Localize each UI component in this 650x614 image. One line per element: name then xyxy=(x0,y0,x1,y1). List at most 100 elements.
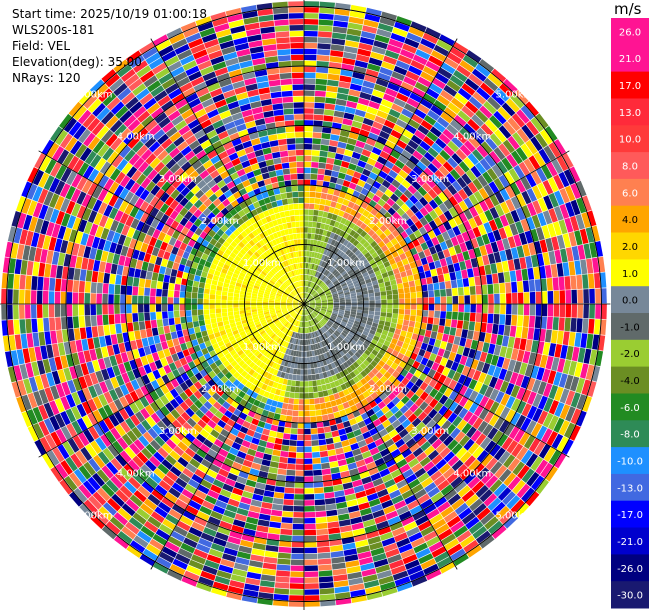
velocity-gate xyxy=(269,431,277,438)
velocity-gate xyxy=(284,493,294,499)
velocity-gate xyxy=(286,476,295,482)
velocity-gate xyxy=(523,316,529,328)
velocity-gate xyxy=(459,296,465,304)
velocity-gate xyxy=(601,288,607,303)
velocity-gate xyxy=(315,511,326,517)
velocity-gate xyxy=(429,338,436,346)
velocity-gate xyxy=(486,274,493,284)
velocity-gate xyxy=(334,15,349,22)
velocity-gate xyxy=(204,309,210,314)
velocity-gate xyxy=(457,279,463,288)
velocity-gate xyxy=(271,455,280,462)
velocity-gate xyxy=(553,317,559,330)
velocity-gate xyxy=(43,318,49,331)
velocity-gate xyxy=(282,517,293,523)
velocity-gate xyxy=(440,289,446,297)
velocity-gate xyxy=(506,304,512,314)
velocity-gate xyxy=(321,457,330,463)
velocity-gate xyxy=(61,305,67,317)
velocity-gate xyxy=(524,304,530,315)
velocity-gate xyxy=(320,199,326,205)
velocity-gate xyxy=(55,305,61,318)
velocity-gate xyxy=(512,304,518,315)
velocity-gate xyxy=(269,467,278,474)
velocity-gate xyxy=(325,103,336,110)
velocity-gate xyxy=(312,144,320,150)
velocity-gate xyxy=(145,279,151,288)
velocity-gate xyxy=(469,277,476,286)
velocity-gate xyxy=(103,325,110,336)
velocity-gate xyxy=(304,25,318,31)
velocity-gate xyxy=(156,297,162,304)
velocity-gate xyxy=(588,274,595,289)
velocity-gate xyxy=(496,335,503,346)
velocity-gate xyxy=(156,312,162,320)
velocity-gate xyxy=(363,294,369,298)
velocity-gate xyxy=(204,314,210,320)
velocity-gate xyxy=(484,265,491,275)
velocity-gate xyxy=(580,259,587,274)
velocity-gate xyxy=(264,490,275,497)
velocity-gate xyxy=(120,295,126,304)
velocity-gate xyxy=(296,464,304,470)
velocity-gate xyxy=(84,293,90,304)
velocity-gate xyxy=(277,402,283,408)
velocity-gate xyxy=(80,269,87,281)
velocity-gate xyxy=(304,476,313,482)
velocity-gate xyxy=(320,145,329,151)
velocity-gate xyxy=(313,216,318,222)
velocity-gate xyxy=(292,536,304,542)
velocity-gate xyxy=(304,192,310,198)
velocity-gate xyxy=(169,276,176,284)
velocity-gate xyxy=(27,333,34,348)
velocity-gate xyxy=(375,296,381,300)
velocity-gate xyxy=(304,233,308,238)
velocity-gate xyxy=(304,186,310,192)
velocity-gate xyxy=(317,43,330,49)
velocity-gate xyxy=(150,304,156,312)
velocity-gate xyxy=(311,440,319,446)
velocity-gate xyxy=(228,292,234,296)
velocity-gate xyxy=(304,369,308,374)
velocity-gate xyxy=(264,423,272,430)
velocity-gate xyxy=(523,280,529,292)
velocity-gate xyxy=(304,453,312,459)
velocity-gate xyxy=(318,211,324,217)
velocity-gate xyxy=(476,313,482,322)
velocity-gate xyxy=(516,326,523,338)
velocity-gate xyxy=(416,292,422,298)
velocity-gate xyxy=(311,174,318,180)
velocity-gate xyxy=(324,109,334,116)
velocity-gate xyxy=(319,13,334,20)
velocity-gate xyxy=(120,304,126,313)
velocity-gate xyxy=(325,432,333,439)
velocity-gate xyxy=(312,458,320,464)
velocity-gate xyxy=(320,151,328,157)
velocity-gate xyxy=(297,435,304,441)
velocity-gate xyxy=(325,169,333,176)
velocity-gate xyxy=(434,290,440,297)
velocity-gate xyxy=(31,319,37,333)
velocity-gate xyxy=(274,594,289,601)
velocity-gate xyxy=(304,358,307,363)
velocity-gate xyxy=(105,335,112,346)
velocity-gate xyxy=(79,281,85,293)
velocity-gate xyxy=(312,452,320,458)
velocity-gate xyxy=(127,322,134,331)
velocity-gate xyxy=(55,292,61,305)
velocity-gate xyxy=(257,304,262,306)
velocity-gate xyxy=(203,299,209,304)
velocity-gate xyxy=(446,312,452,320)
velocity-gate xyxy=(304,144,312,150)
velocity-gate xyxy=(193,321,199,327)
velocity-gate xyxy=(297,369,301,375)
velocity-gate xyxy=(490,334,497,345)
velocity-gate xyxy=(164,275,171,283)
velocity-gate xyxy=(156,289,162,297)
velocity-gate xyxy=(167,340,174,348)
velocity-gate xyxy=(304,84,315,90)
velocity-gate xyxy=(320,588,335,595)
velocity-gate xyxy=(576,318,582,332)
velocity-gate xyxy=(314,115,324,121)
velocity-gate xyxy=(304,488,314,494)
